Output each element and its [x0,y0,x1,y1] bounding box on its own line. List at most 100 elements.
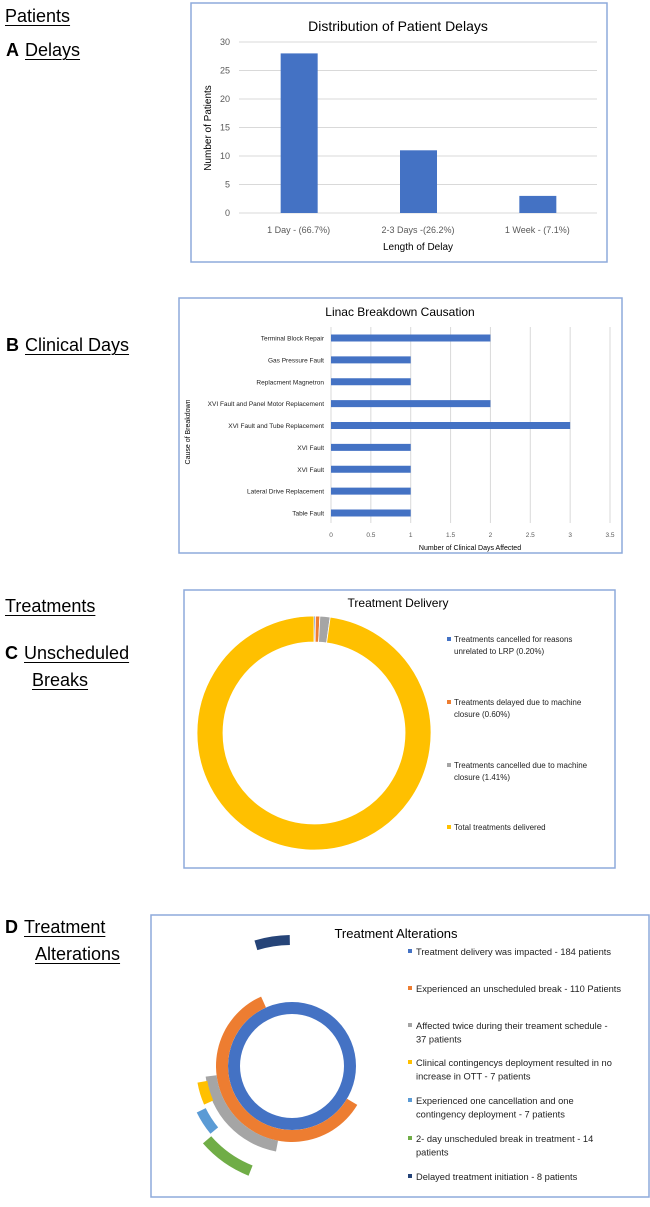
bar [280,53,318,214]
legend-label: Treatments delayed due to machine [454,698,582,707]
x-tick-label: 0 [329,532,333,539]
bar [331,400,491,408]
chart-patient-delays: Distribution of Patient Delays 0 5 10 15 20 25… [190,2,608,263]
x-axis-label: Number of Clinical Days Affected [419,545,521,552]
legend-label: Treatments cancelled for reasons [454,635,572,644]
legend-swatch [408,1060,412,1064]
x-tick-label: 1 Day - (66.7%) [267,225,330,235]
x-tick-label: 1 Week - (7.1%) [505,225,570,235]
bar [331,378,411,386]
legend-label: Total treatments delivered [454,823,546,832]
panel-title: Unscheduled [24,643,130,663]
legend-label: 37 patients [416,1035,462,1045]
legend-label: Experienced one cancellation and one [416,1096,574,1106]
panel-title: Clinical Days [25,335,130,355]
legend-swatch [408,986,412,990]
legend-swatch [408,949,412,953]
y-tick-label: Replacment Magnetron [256,379,324,386]
donut-slice [196,615,432,851]
legend-label: closure (0.60%) [454,710,510,719]
bar [400,150,437,213]
y-tick-label: Lateral Drive Replacement [247,489,324,496]
bar [331,334,491,342]
y-tick-label: 15 [220,123,230,133]
x-tick-label: 3.5 [605,532,614,539]
y-tick-label: XVI Fault [297,467,324,474]
x-tick-label: 1.5 [446,532,455,539]
radial-bar [197,1080,214,1105]
panel-d-label-line2: Alterations [35,944,121,964]
x-axis-label: Length of Delay [383,242,453,253]
legend-label: increase in OTT - 7 patients [416,1072,531,1082]
y-tick-label: Gas Pressure Fault [268,357,324,364]
chart-title: Treatment Delivery [348,596,449,610]
section-title-treatments: Treatments [5,596,96,616]
panel-b-label: B Clinical Days [6,335,129,356]
x-tick-label: 2-3 Days -(26.2%) [381,225,454,235]
y-tick-label: XVI Fault [297,445,324,452]
legend-swatch [408,1023,412,1027]
panel-letter: A [6,40,19,60]
legend-label: patients [416,1148,449,1158]
panel-c-label-line2: Breaks [32,670,89,690]
section-title-patients: Patients [5,6,71,26]
y-tick-label: 25 [220,66,230,76]
bar [331,422,571,429]
chart-treatment-alterations: Treatment Alterations Treatment delivery … [150,914,650,1198]
y-tick-label: 30 [220,37,230,47]
panel-letter: C [5,643,18,663]
legend-label: Clinical contingencys deployment resulte… [416,1058,612,1068]
bar [331,487,411,495]
legend-label: closure (1.41%) [454,773,510,782]
chart-title: Treatment Alterations [334,926,458,941]
panel-letter: D [5,917,18,937]
legend-label: contingency deployment - 7 patients [416,1110,565,1120]
legend-label: Affected twice during their treament sch… [416,1021,608,1031]
legend-label: 2- day unscheduled break in treatment - … [416,1134,593,1144]
y-tick-label: Table Fault [292,511,324,518]
x-tick-label: 0.5 [366,532,375,539]
x-tick-label: 3 [568,532,572,539]
x-tick-label: 2 [489,532,493,539]
radial-bar [254,935,290,951]
legend-label: unrelated to LRP (0.20%) [454,647,544,656]
legend-label: Treatment delivery was impacted - 184 pa… [416,947,611,957]
panel-c-label: C Unscheduled [5,643,129,664]
legend-swatch [408,1136,412,1140]
radial-bar [196,1108,219,1134]
legend-label: Delayed treatment initiation - 8 patient… [416,1172,578,1182]
y-axis-label: Number of Patients [203,85,214,171]
legend-swatch [447,637,451,641]
radial-bar [202,1136,253,1176]
chart-title: Linac Breakdown Causation [325,305,474,319]
x-tick-label: 2.5 [526,532,535,539]
panel-title: Delays [25,40,81,60]
chart-treatment-delivery: Treatment Delivery Treatments cancelled f… [183,589,616,869]
chart-linac-breakdown: Linac Breakdown Causation 0 0.5 1 1.5 2 2.5 3 3.… [178,297,623,554]
panel-d-label: D Treatment [5,917,105,938]
y-tick-label: XVI Fault and Tube Replacement [228,423,324,430]
panel-title: Treatment [24,917,106,937]
chart-title: Distribution of Patient Delays [308,18,488,34]
x-tick-label: 1 [409,532,413,539]
bar [519,195,557,213]
y-axis-label: Cause of Breakdown [185,399,192,464]
legend-swatch [447,825,451,829]
radial-bar [205,1075,279,1152]
legend-swatch [447,763,451,767]
y-tick-label: 5 [225,180,230,190]
y-tick-label: Terminal Block Repair [261,336,325,343]
bar [331,509,411,517]
legend-swatch [408,1098,412,1102]
legend-label: Treatments cancelled due to machine [454,761,588,770]
panel-letter: B [6,335,19,355]
panel-a-label: A Delays [6,40,80,61]
legend-swatch [408,1174,412,1178]
y-tick-label: 10 [220,151,230,161]
legend-swatch [447,700,451,704]
chart-frame [190,2,608,263]
bar [331,443,411,451]
bar [331,465,411,473]
legend-label: Experienced an unscheduled break - 110 P… [416,984,621,994]
y-tick-label: 20 [220,94,230,104]
